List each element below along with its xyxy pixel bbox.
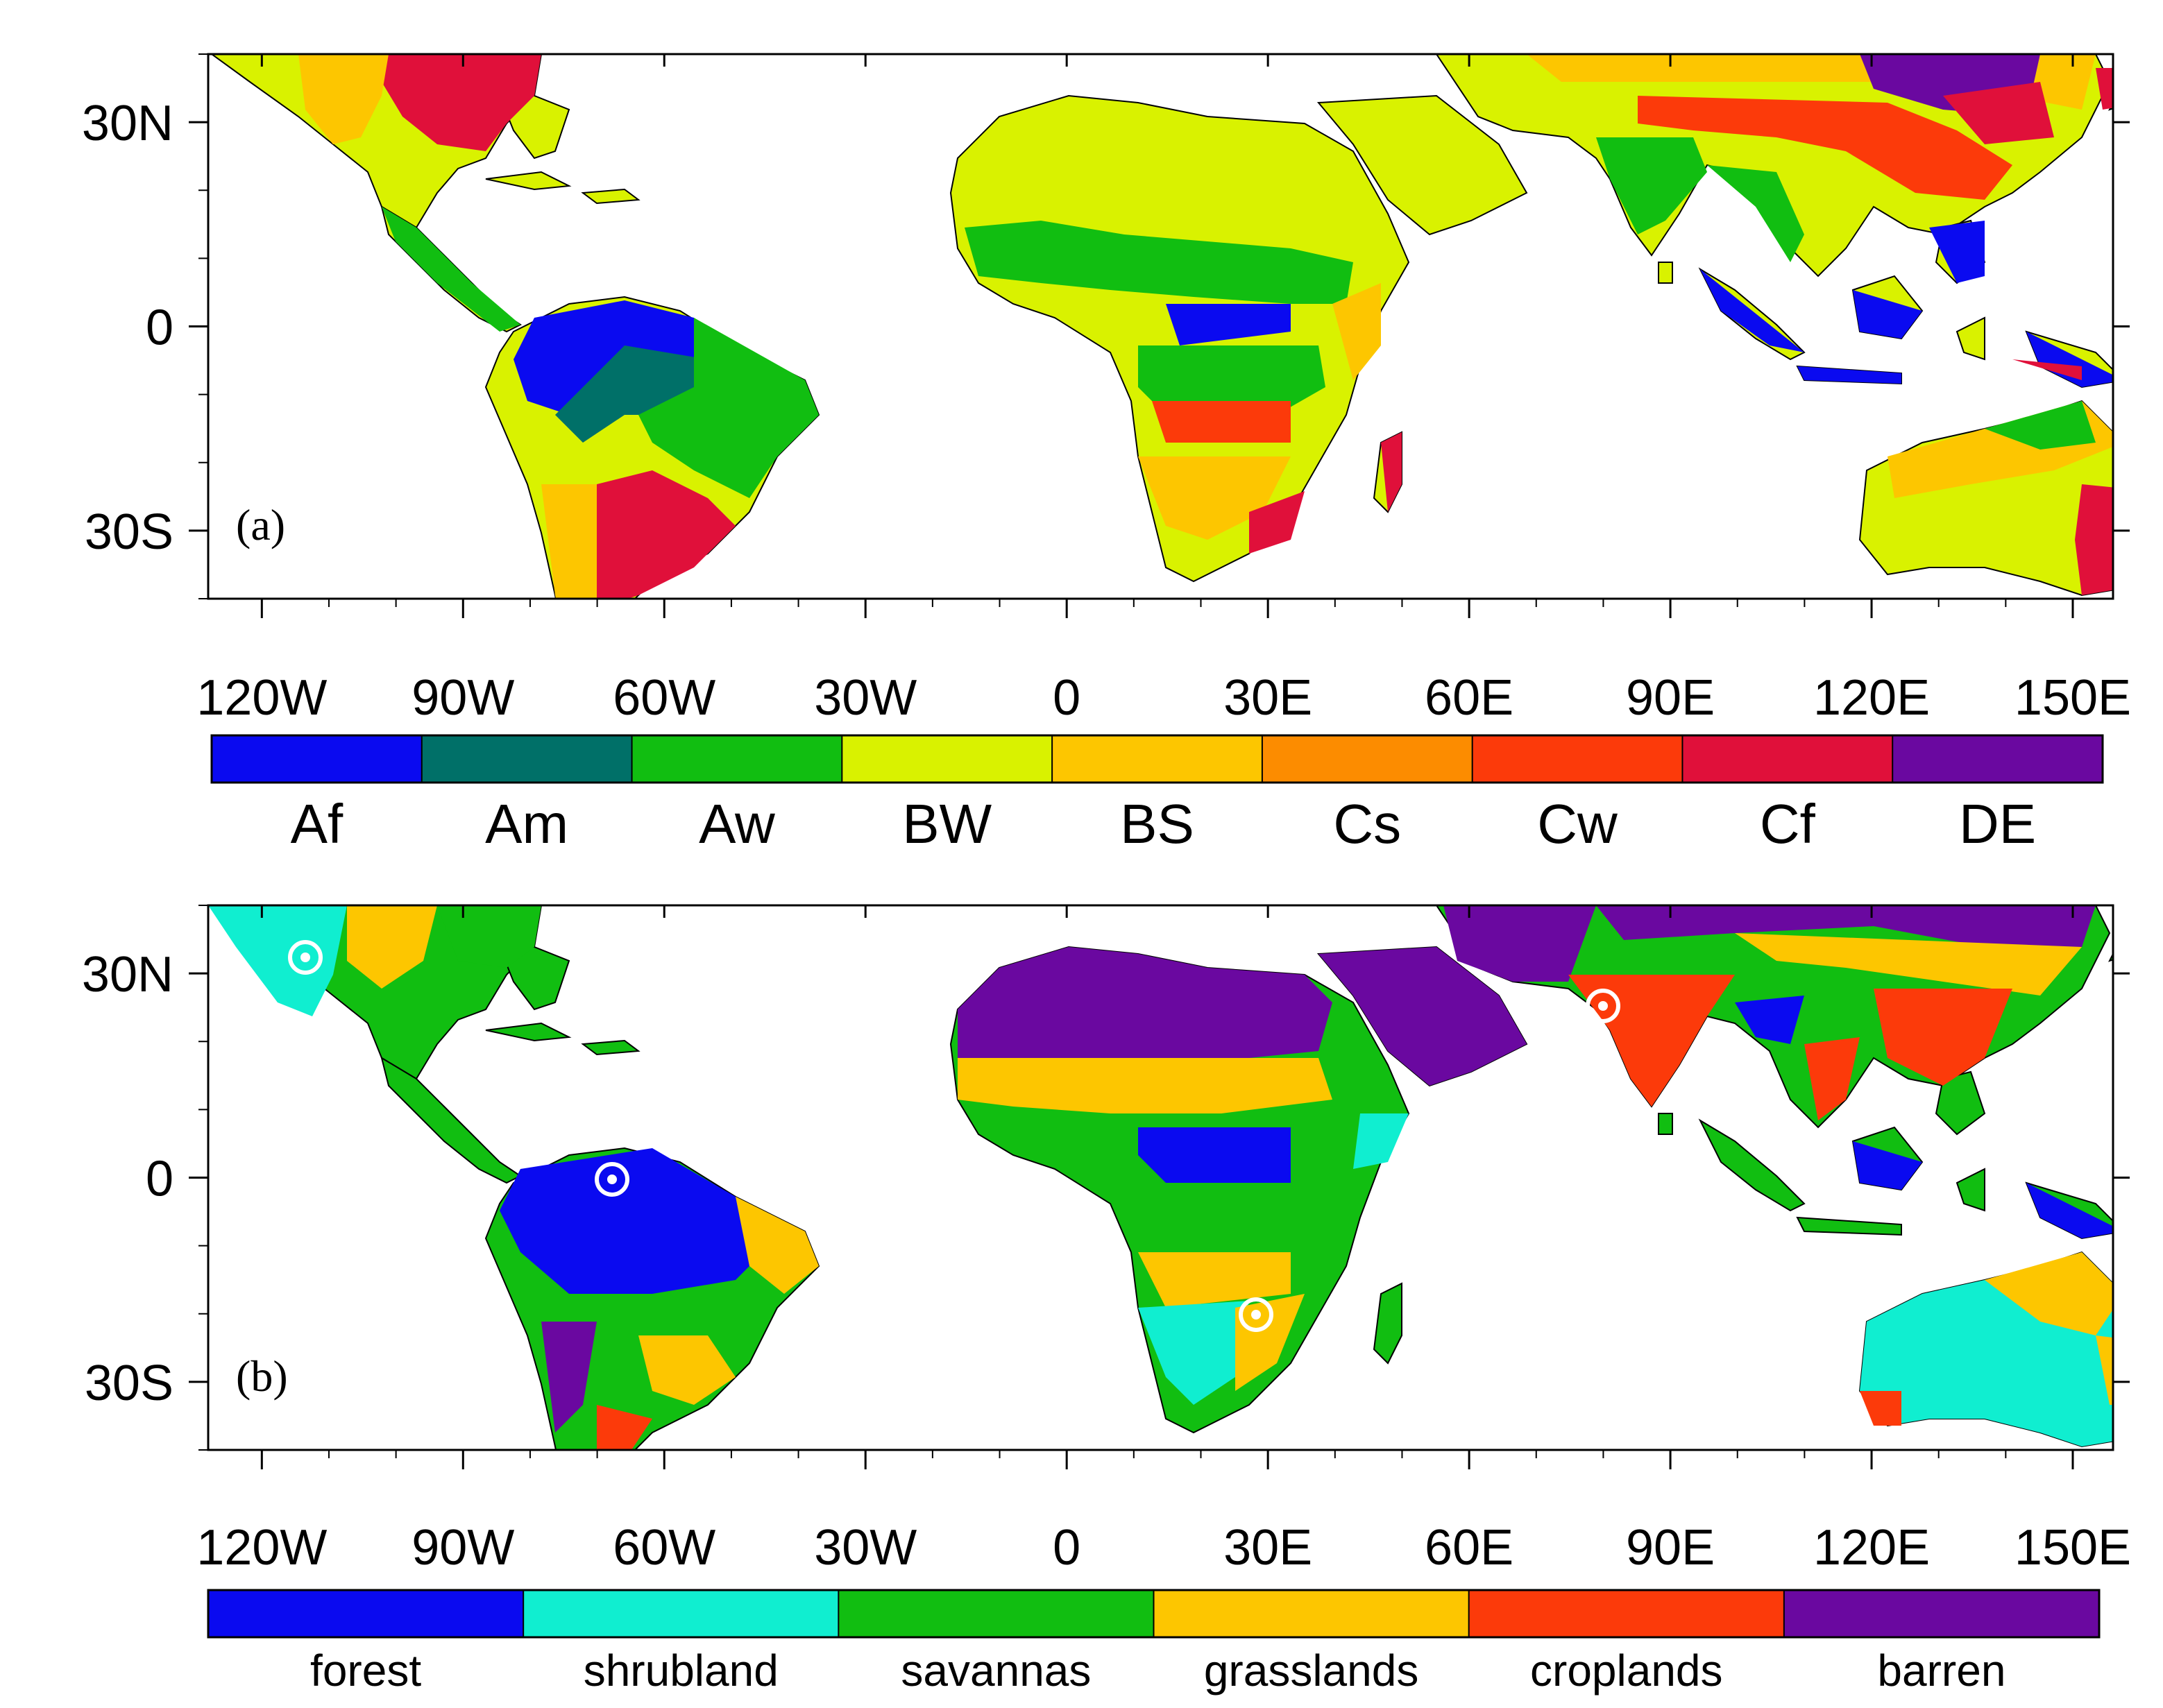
legend-b: forest shrubland savannas grasslands croplan… (207, 1589, 2101, 1696)
legend-swatch (208, 1590, 524, 1637)
lon-tick-label: 30E (1223, 670, 1312, 726)
legend-swatch (838, 1590, 1154, 1637)
legend-label: savannas (901, 1646, 1091, 1696)
lon-tick-label: 0 (1053, 670, 1080, 726)
site-marker-3 (1239, 1297, 1273, 1332)
legend-swatch (421, 735, 632, 783)
lat-tick-label: 30S (85, 504, 173, 560)
legend-label: Af (291, 793, 343, 855)
legend-label: BW (902, 793, 992, 855)
lon-tick-label: 60W (613, 1520, 715, 1575)
lon-tick-label: 90W (412, 1520, 514, 1575)
site-marker-1 (288, 940, 323, 975)
legend-swatch (1153, 1590, 1469, 1637)
lat-tick-label: 30N (82, 947, 173, 1002)
panel-b-map: (b) (207, 904, 2114, 1451)
legend-swatch (1468, 1590, 1784, 1637)
legend-label: Aw (699, 793, 775, 855)
legend-a: Af Am Aw BW BS Cs Cw Cf DE (210, 734, 2104, 855)
lon-tick-label: 60E (1425, 670, 1513, 726)
climate-patches (298, 54, 2113, 599)
legend-label: Am (485, 793, 568, 855)
legend-swatch (1052, 735, 1262, 783)
legend-label: Cf (1760, 793, 1816, 855)
lon-tick-label: 150E (2014, 670, 2131, 726)
lon-tick-label: 120W (196, 1520, 327, 1575)
legend-swatch (631, 735, 842, 783)
legend-label: grasslands (1204, 1646, 1419, 1696)
legend-label: barren (1877, 1646, 2005, 1696)
legend-label: croplands (1530, 1646, 1723, 1696)
legend-swatch (1783, 1590, 2099, 1637)
site-marker-2 (595, 1162, 629, 1197)
legend-swatch (212, 735, 422, 783)
site-markers (288, 940, 1620, 1332)
legend-swatch (1262, 735, 1473, 783)
legend-label: BS (1120, 793, 1194, 855)
legend-swatch (523, 1590, 839, 1637)
lat-tick-label: 30N (82, 96, 173, 151)
lon-tick-label: 90E (1626, 1520, 1715, 1575)
panel-a-map: (a) (207, 53, 2114, 600)
lon-tick-label: 30E (1223, 1520, 1312, 1575)
lon-tick-label: 120E (1813, 670, 1930, 726)
legend-label: Cw (1537, 793, 1618, 855)
lon-tick-label: 90E (1626, 670, 1715, 726)
legend-label: shrubland (584, 1646, 779, 1696)
lon-tick-label: 150E (2014, 1520, 2131, 1575)
lon-tick-label: 60E (1425, 1520, 1513, 1575)
legend-label: DE (1959, 793, 2036, 855)
landcover-patches (208, 905, 2113, 1450)
panel-a-axes: 120W 90W 60W 30W 0 30E 60E 90E 120E 150E 30N 0 30S (82, 53, 2131, 726)
lat-tick-label: 0 (146, 300, 173, 356)
panel-b-label: (b) (236, 1351, 288, 1401)
lon-tick-label: 30W (814, 1520, 917, 1575)
lon-tick-label: 120W (196, 670, 327, 726)
lon-tick-label: 60W (613, 670, 715, 726)
panel-b-axes: 120W 90W 60W 30W 0 30E 60E 90E 120E 150E 30N 0 30S (82, 905, 2131, 1575)
lat-tick-label: 0 (146, 1152, 173, 1207)
panel-a-label: (a) (236, 500, 285, 549)
legend-swatch (1892, 735, 2103, 783)
legend-swatch (842, 735, 1053, 783)
legend-swatch (1472, 735, 1683, 783)
lon-tick-label: 120E (1813, 1520, 1930, 1575)
lon-tick-label: 90W (412, 670, 514, 726)
lon-tick-label: 30W (814, 670, 917, 726)
legend-label: forest (310, 1646, 421, 1696)
legend-swatch (1682, 735, 1893, 783)
lon-tick-label: 0 (1053, 1520, 1080, 1575)
lat-tick-label: 30S (85, 1356, 173, 1411)
site-marker-4 (1586, 989, 1620, 1023)
legend-label: Cs (1333, 793, 1401, 855)
